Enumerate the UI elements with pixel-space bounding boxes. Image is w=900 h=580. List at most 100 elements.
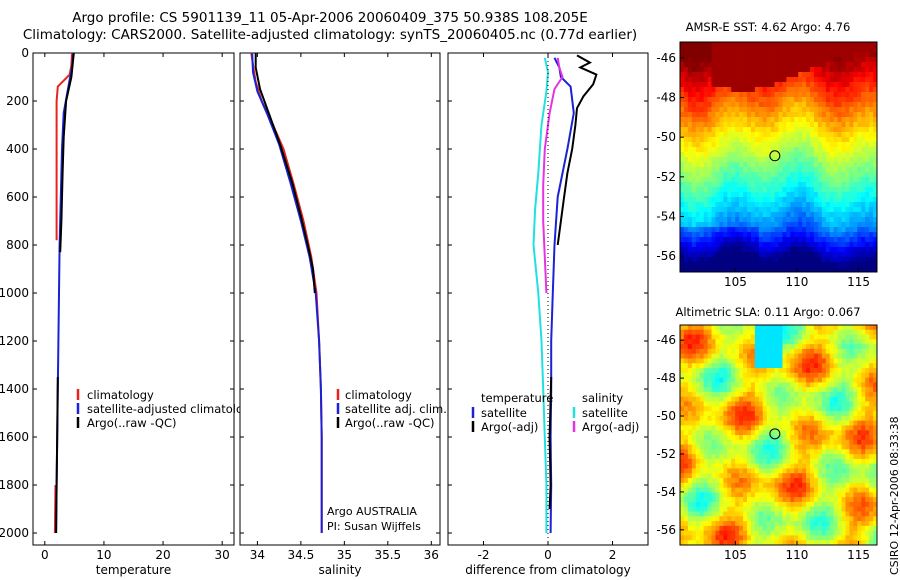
sla_map-cell — [750, 339, 756, 345]
sla_map-cell — [841, 435, 846, 441]
sla_map-cell — [743, 430, 748, 436]
sla_map-cell — [790, 468, 795, 474]
sla_map-cell — [869, 449, 874, 455]
sla_map-cell — [719, 325, 724, 331]
sst_map-cell — [695, 47, 701, 53]
sst_map-cell — [711, 162, 716, 168]
sla_map-cell — [806, 401, 811, 407]
sst_map-cell — [762, 202, 768, 208]
sst_map-cell — [802, 262, 807, 268]
sst_map-cell — [806, 162, 811, 168]
sal-legend-label-climatology: climatology — [345, 388, 412, 402]
sst_map-cell — [762, 247, 768, 253]
sst_map-cell — [810, 197, 815, 203]
sla_map-cell — [798, 511, 803, 517]
sst_map-cell — [731, 152, 736, 158]
sst_map-cell — [810, 252, 815, 258]
sst_map-cell — [719, 222, 724, 228]
sla_map-cell — [857, 353, 862, 359]
sst_map-cell — [703, 217, 708, 223]
sst_map-cell — [810, 182, 815, 188]
sla_map-cell — [695, 525, 701, 532]
sla_map-cell — [703, 444, 708, 450]
sst_map-cell — [699, 197, 705, 203]
sst_map-cell — [707, 267, 712, 273]
sst_map-cell — [825, 167, 831, 173]
sst_map-cell — [873, 87, 878, 93]
sla_map-cell — [719, 387, 724, 393]
sst_map-cell — [869, 182, 874, 188]
sla_map-cell — [837, 348, 842, 355]
sla_map-cell — [754, 387, 760, 393]
sla_map-cell — [715, 372, 720, 379]
sla_map-cell — [821, 497, 827, 503]
sst_map-cell — [750, 87, 756, 93]
sst_map-cell — [778, 87, 783, 93]
sla_map-cell — [825, 439, 831, 445]
sla_map-cell — [711, 501, 716, 508]
sst_map-cell — [735, 152, 740, 158]
sst_map-cell — [865, 77, 870, 83]
sst_map-cell — [813, 117, 819, 123]
sst_map-cell — [782, 57, 787, 63]
sla_map-cell — [707, 521, 712, 527]
sla_map-cell — [746, 353, 752, 359]
sla_map-cell — [758, 339, 764, 345]
sla_map-cell — [703, 329, 708, 335]
sla_map-cell — [691, 435, 697, 441]
sla_map-cell — [750, 411, 756, 417]
sst_map-cell — [849, 92, 854, 98]
sst_map-cell — [739, 247, 744, 253]
sst_map-cell — [691, 82, 697, 88]
sla_map-cell — [853, 348, 858, 355]
sla_map-cell — [813, 497, 819, 503]
sla_map-cell — [865, 363, 870, 369]
sla_map-cell — [873, 329, 878, 335]
sst_map-cell — [813, 67, 819, 73]
sla_map-cell — [806, 420, 811, 426]
sla_map-cell — [790, 458, 795, 465]
sst_map-cell — [817, 42, 823, 48]
sla_map-cell — [774, 492, 779, 498]
sst_map-cell — [825, 67, 831, 73]
sla_map-cell — [774, 372, 779, 379]
sst_map-cell — [837, 162, 842, 168]
sst_map-cell — [817, 167, 823, 173]
sla_map-cell — [869, 487, 874, 493]
sla_map-cell — [750, 468, 756, 474]
sla_map-cell — [833, 478, 838, 484]
sst_map-cell — [770, 97, 775, 103]
sla_map-cell — [833, 525, 838, 532]
sst_map-cell — [798, 197, 803, 203]
sla_map-cell — [810, 391, 815, 398]
sla_map-cell — [687, 530, 693, 536]
sst_map-cell — [794, 97, 799, 103]
sst_map-cell — [798, 232, 803, 238]
sla_map-cell — [833, 540, 838, 546]
sla_map-cell — [817, 487, 823, 493]
sst_map-cell — [869, 92, 874, 98]
sst_map-cell — [774, 262, 779, 268]
sla_map-cell — [762, 482, 768, 489]
sst_map-cell — [687, 87, 693, 93]
sst_map-cell — [806, 87, 811, 93]
sst_map-ytick-label: -54 — [656, 209, 676, 223]
sst_map-cell — [743, 237, 748, 243]
sla_map-cell — [841, 372, 846, 379]
sst_map-cell — [723, 87, 728, 93]
sla_map-cell — [790, 358, 795, 364]
sst_map-cell — [845, 102, 850, 108]
sst_map-cell — [861, 52, 866, 58]
sla_map-cell — [813, 487, 819, 493]
sst_map-cell — [794, 157, 799, 163]
sla_map-cell — [865, 458, 870, 465]
sst_map-cell — [825, 132, 831, 138]
sla_map-cell — [735, 415, 740, 422]
sla_map-cell — [758, 449, 764, 455]
sst_map-cell — [786, 167, 791, 173]
sst_map-cell — [774, 87, 779, 93]
sla_map-cell — [825, 329, 831, 335]
sla_map-cell — [750, 363, 756, 369]
sst_map-cell — [802, 107, 807, 113]
sla_map-cell — [746, 492, 752, 498]
